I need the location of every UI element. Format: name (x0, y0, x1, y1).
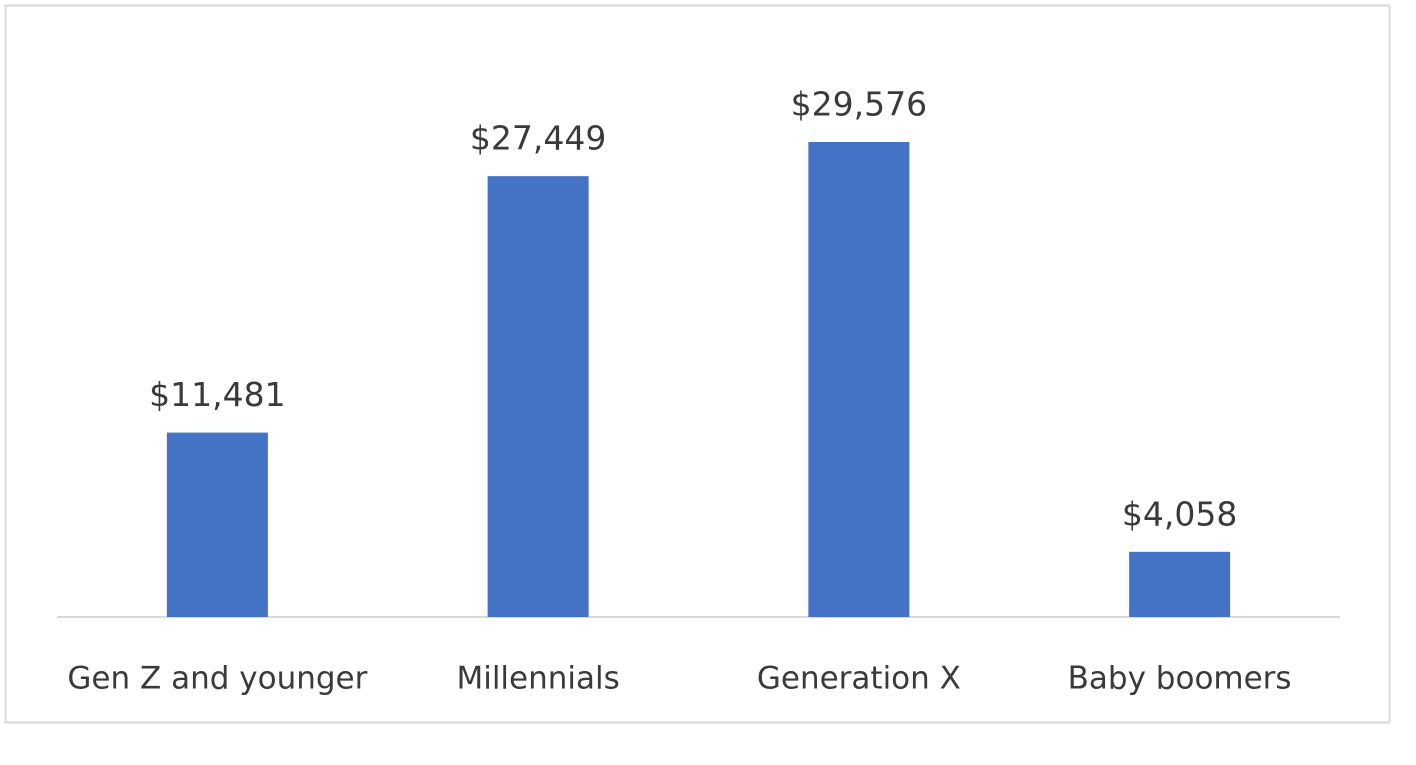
bar (808, 142, 910, 617)
x-tick-label: Generation X (757, 661, 961, 697)
x-tick-label: Baby boomers (1068, 661, 1292, 697)
data-label: $27,449 (470, 119, 606, 158)
data-label: $11,481 (149, 375, 285, 414)
data-label: $4,058 (1122, 494, 1237, 533)
bar (487, 176, 589, 618)
x-tick-label: Gen Z and younger (67, 661, 367, 697)
x-tick-label: Millennials (456, 661, 619, 697)
bar (166, 432, 268, 617)
data-label: $29,576 (791, 85, 927, 124)
bar (1129, 551, 1231, 617)
